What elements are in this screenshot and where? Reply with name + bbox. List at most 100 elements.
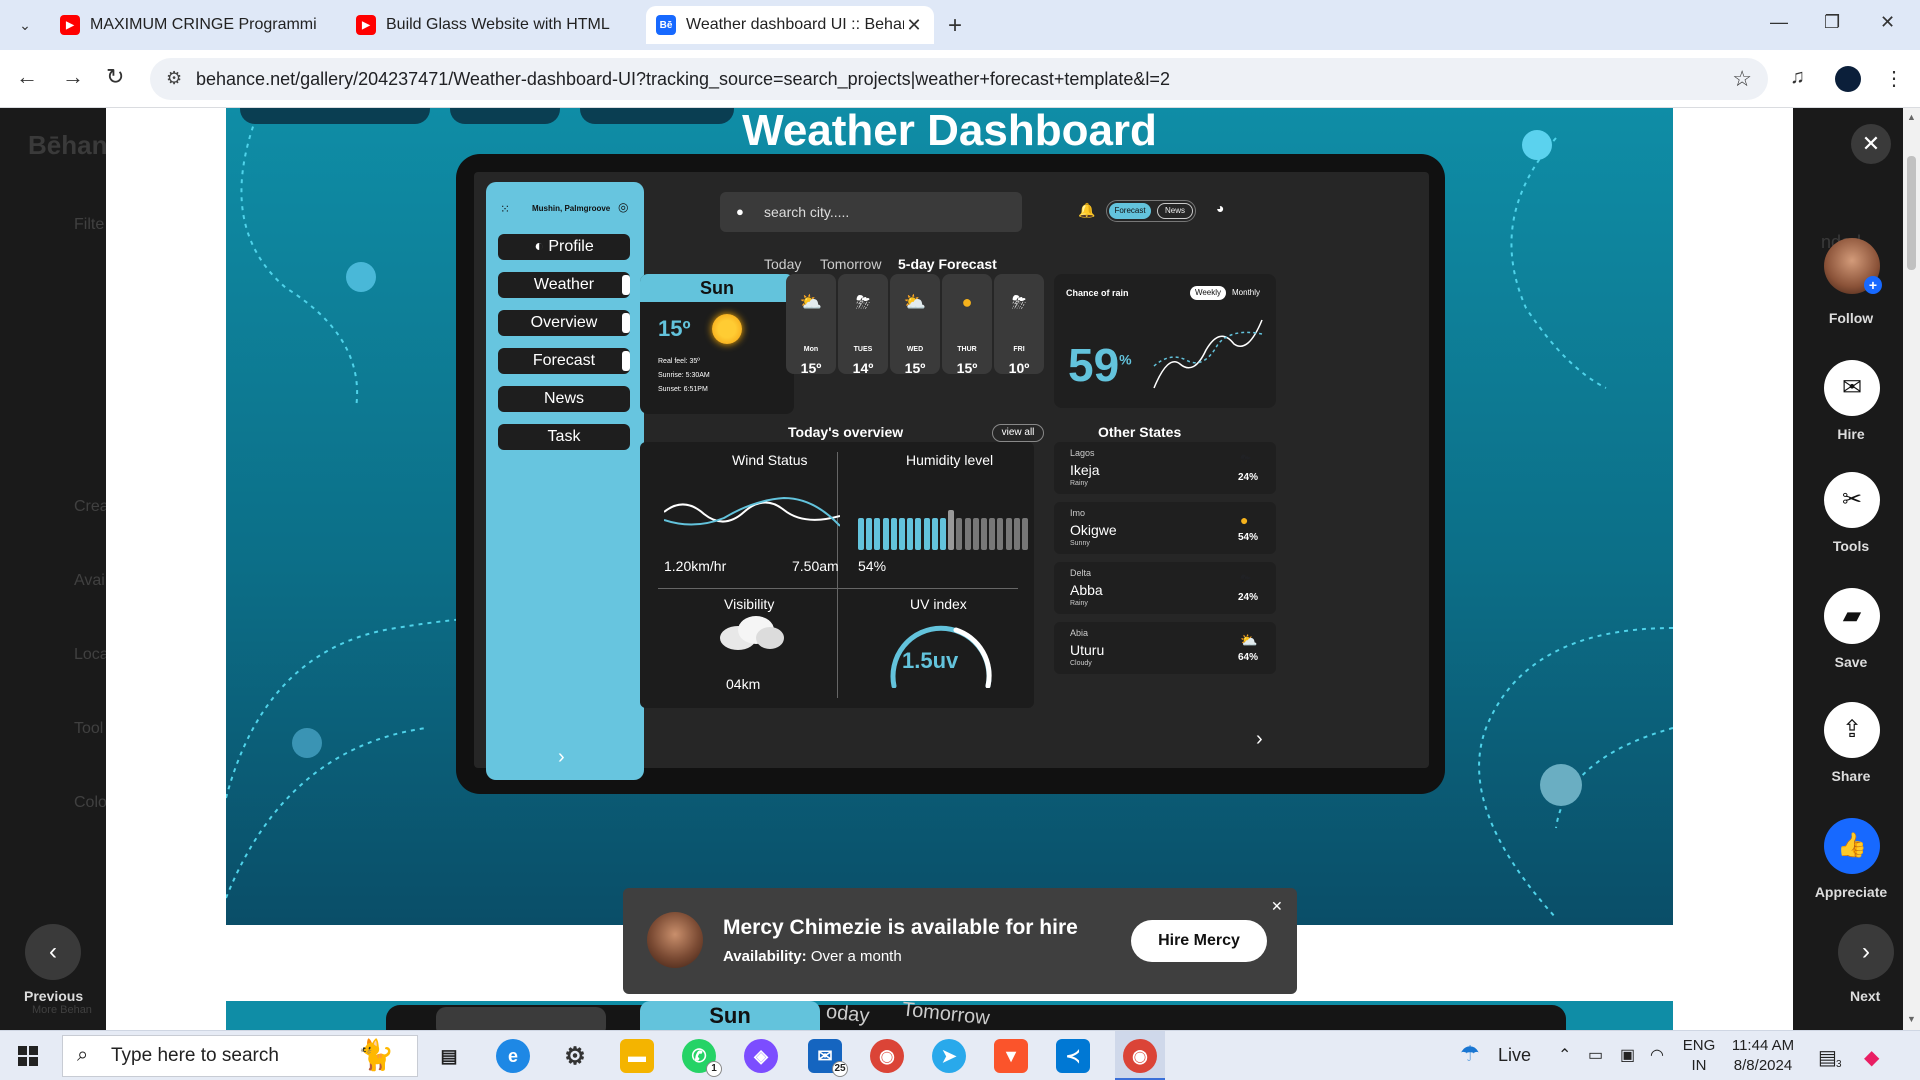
hire-button[interactable]: ✉	[1824, 360, 1880, 416]
toggle-knob	[622, 351, 630, 371]
designer-avatar[interactable]	[647, 912, 703, 968]
hire-banner: Mercy Chimezie is available for hire Ava…	[623, 888, 1297, 994]
new-tab-icon[interactable]: +	[948, 12, 963, 39]
close-tab-icon[interactable]: ✕	[906, 14, 922, 35]
close-modal-button[interactable]: ✕	[1851, 124, 1891, 164]
humidity-bar	[931, 518, 938, 550]
copilot-tray-icon[interactable]: ◆	[1864, 1047, 1880, 1069]
appreciate-button[interactable]: 👍	[1824, 818, 1880, 874]
state-percent: 24%	[1238, 472, 1259, 483]
follow-label[interactable]: Follow	[1828, 310, 1874, 326]
menu-label: News	[543, 390, 584, 407]
rain-percent: 59%	[1068, 338, 1132, 392]
day-card-tues: ⛈ TUES 14º	[838, 274, 888, 376]
chevron-up-icon[interactable]: ⌃	[1558, 1047, 1572, 1064]
hire-mercy-button[interactable]: Hire Mercy	[1131, 920, 1267, 962]
menu-label: Profile	[548, 238, 594, 255]
telegram-icon[interactable]: ➤	[932, 1039, 966, 1073]
close-window-icon[interactable]: ✕	[1880, 12, 1896, 32]
forward-arrow-icon[interactable]: →	[62, 64, 84, 89]
cloud-sun-icon: ⛅	[799, 292, 823, 312]
chrome-icon[interactable]: ◉	[870, 1039, 904, 1073]
whatsapp-icon[interactable]: ✆ 1	[682, 1039, 722, 1077]
humidity-bar	[882, 518, 889, 550]
back-arrow-icon[interactable]: ←	[16, 64, 38, 89]
menu-kebab-icon[interactable]: ⋮	[1884, 68, 1904, 90]
behance-logo: Bēhan	[28, 130, 106, 160]
profile-avatar[interactable]	[1835, 66, 1861, 92]
site-info-icon[interactable]: ⚙	[166, 68, 183, 88]
tab-behance-weather[interactable]: Bē Weather dashboard UI :: Behan ✕	[646, 6, 934, 44]
next-label: Next	[1850, 988, 1881, 1004]
bookmark-star-icon[interactable]: ☆	[1732, 66, 1752, 91]
share-button[interactable]: ⇪	[1824, 702, 1880, 758]
vscode-icon[interactable]: ≺	[1056, 1039, 1090, 1073]
mail-badge: 25	[832, 1061, 848, 1077]
humidity-bar	[1005, 518, 1012, 550]
restore-icon[interactable]: ❐	[1824, 12, 1841, 32]
state-name: Imo	[1070, 508, 1086, 518]
media-control-icon[interactable]: ♫	[1790, 66, 1805, 88]
page-scrollbar[interactable]: ▲ ▼	[1903, 108, 1920, 1030]
chevron-left-icon: ‹	[49, 938, 57, 965]
windows-start-icon[interactable]	[18, 1046, 38, 1066]
next-button[interactable]: ›	[1838, 924, 1894, 980]
close-icon[interactable]: ✕	[1271, 898, 1283, 914]
availability-label: Availability:	[723, 948, 807, 965]
settings-icon[interactable]: ⚙	[564, 1042, 586, 1070]
humidity-bar	[899, 518, 905, 550]
save-button[interactable]: ▰	[1824, 588, 1880, 644]
weather-widget-icon[interactable]: ☂	[1460, 1041, 1480, 1066]
url-field[interactable]: ⚙ behance.net/gallery/204237471/Weather-…	[150, 58, 1768, 100]
humidity-bar	[964, 518, 971, 550]
menu-forecast: Forecast	[498, 348, 630, 374]
project-image-2: Sun oday Tomorrow	[226, 1001, 1673, 1030]
mail-icon[interactable]: ✉ 25	[808, 1039, 848, 1077]
battery-icon[interactable]: ▭	[1588, 1047, 1604, 1064]
meet-icon[interactable]: ▣	[1620, 1047, 1636, 1064]
tab-search-dropdown[interactable]: ⌄	[19, 16, 31, 33]
search-placeholder: Type here to search	[111, 1045, 279, 1066]
day-temp: 15º	[800, 360, 822, 376]
scroll-down-arrow-icon[interactable]: ▼	[1907, 1014, 1916, 1024]
edge-icon[interactable]: e	[496, 1039, 530, 1073]
day-card-wed: ⛅ WED 15º	[890, 274, 940, 376]
storm-icon: ⛈	[1011, 292, 1027, 312]
humidity-bar	[874, 518, 881, 550]
file-explorer-icon[interactable]: ▬	[620, 1039, 654, 1073]
owner-avatar[interactable]: +	[1824, 238, 1882, 294]
view-all-button: view all	[992, 424, 1044, 442]
weather-live-label[interactable]: Live	[1498, 1045, 1532, 1065]
city-name: Uturu	[1070, 642, 1105, 658]
reload-icon[interactable]: ↻	[106, 64, 125, 89]
scroll-up-arrow-icon[interactable]: ▲	[1907, 112, 1916, 122]
sunrise: Sunrise: 5:30AM	[658, 372, 710, 379]
taskbar-search[interactable]: ⌕ Type here to search 🐈	[62, 1035, 418, 1077]
profile-icon: ◐	[534, 238, 544, 255]
scroll-thumb[interactable]	[1907, 156, 1916, 270]
task-view-icon[interactable]: ▤	[440, 1045, 458, 1066]
lang-region: IN	[1691, 1057, 1707, 1074]
active-app-chrome[interactable]: ◉	[1115, 1031, 1165, 1080]
more-behance-label: More Behan	[32, 1004, 92, 1016]
condition: Sunny	[1070, 540, 1090, 547]
mail-icon: ✉	[1841, 374, 1863, 401]
wifi-icon[interactable]: ◠	[1650, 1047, 1664, 1064]
minimize-icon[interactable]: —	[1770, 12, 1788, 32]
copilot-icon[interactable]: ◈	[744, 1039, 778, 1073]
notification-icon[interactable]: ▤	[1818, 1047, 1837, 1069]
thumbs-up-icon: 👍	[1837, 832, 1867, 859]
previous-button[interactable]: ‹	[25, 924, 81, 980]
rain-weekly: Weekly	[1190, 286, 1226, 300]
tab-youtube-cringe[interactable]: ▶ MAXIMUM CRINGE Programmi ✕	[50, 6, 390, 44]
tab-youtube-glass[interactable]: ▶ Build Glass Website with HTML ✕	[346, 6, 686, 44]
clock[interactable]: 11:44 AM 8/8/2024	[1728, 1036, 1798, 1076]
condition: Rainy	[1070, 480, 1088, 487]
rain-value: 59	[1068, 339, 1120, 391]
state-percent: 54%	[1238, 532, 1259, 543]
uv-label: UV index	[910, 596, 967, 612]
language-indicator[interactable]: ENG IN	[1680, 1036, 1718, 1076]
humidity-bar	[1013, 518, 1020, 550]
tools-button[interactable]: ✂	[1824, 472, 1880, 528]
brave-icon[interactable]: ▼	[994, 1039, 1028, 1073]
